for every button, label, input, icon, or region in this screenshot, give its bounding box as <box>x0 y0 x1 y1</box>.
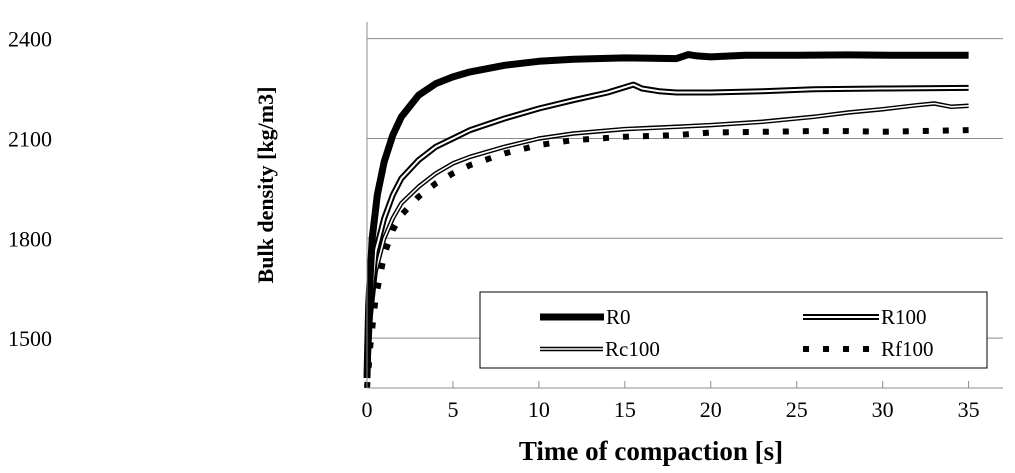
legend-box <box>479 291 988 369</box>
x-tick-label-5: 25 <box>786 397 808 422</box>
y-tick-label-1: 2100 <box>8 126 52 151</box>
y-tick-label-0: 2400 <box>8 27 52 52</box>
legend-label-r0: R0 <box>606 305 631 329</box>
x-tick-labels: 0 5 10 15 20 25 30 35 <box>362 397 980 422</box>
series-r100 <box>364 81 969 379</box>
x-tick-label-6: 30 <box>872 397 894 422</box>
x-tick-label-4: 20 <box>700 397 722 422</box>
x-tick-label-2: 10 <box>528 397 550 422</box>
legend-entry-rc100: Rc100 <box>540 337 660 361</box>
series-line-r100-inner <box>366 83 969 379</box>
y-axis-title: Bulk density [kg/m3] <box>253 87 278 284</box>
legend: R0 R100 Rc100 Rf100 <box>479 291 988 369</box>
legend-entry-rf100: Rf100 <box>803 337 934 361</box>
series-line-r0 <box>363 51 969 379</box>
legend-label-rc100: Rc100 <box>605 337 660 361</box>
x-tick-label-0: 0 <box>362 397 373 422</box>
y-tick-labels: 2400 2100 1800 1500 <box>8 27 52 351</box>
x-axis-title: Time of compaction [s] <box>519 436 783 466</box>
series-r0 <box>363 51 969 379</box>
series-lines <box>363 51 969 389</box>
series-rc100 <box>364 101 969 379</box>
x-tick-label-1: 5 <box>447 397 458 422</box>
legend-entry-r0: R0 <box>540 305 631 329</box>
series-line-rc100-inner <box>366 102 969 379</box>
legend-label-rf100: Rf100 <box>881 337 934 361</box>
x-tick-label-7: 35 <box>958 397 980 422</box>
legend-label-r100: R100 <box>881 305 927 329</box>
y-tick-label-2: 1800 <box>8 226 52 251</box>
legend-entry-r100: R100 <box>803 305 927 329</box>
y-tick-label-3: 1500 <box>8 326 52 351</box>
axes <box>366 22 1003 389</box>
x-tick-label-3: 15 <box>614 397 636 422</box>
